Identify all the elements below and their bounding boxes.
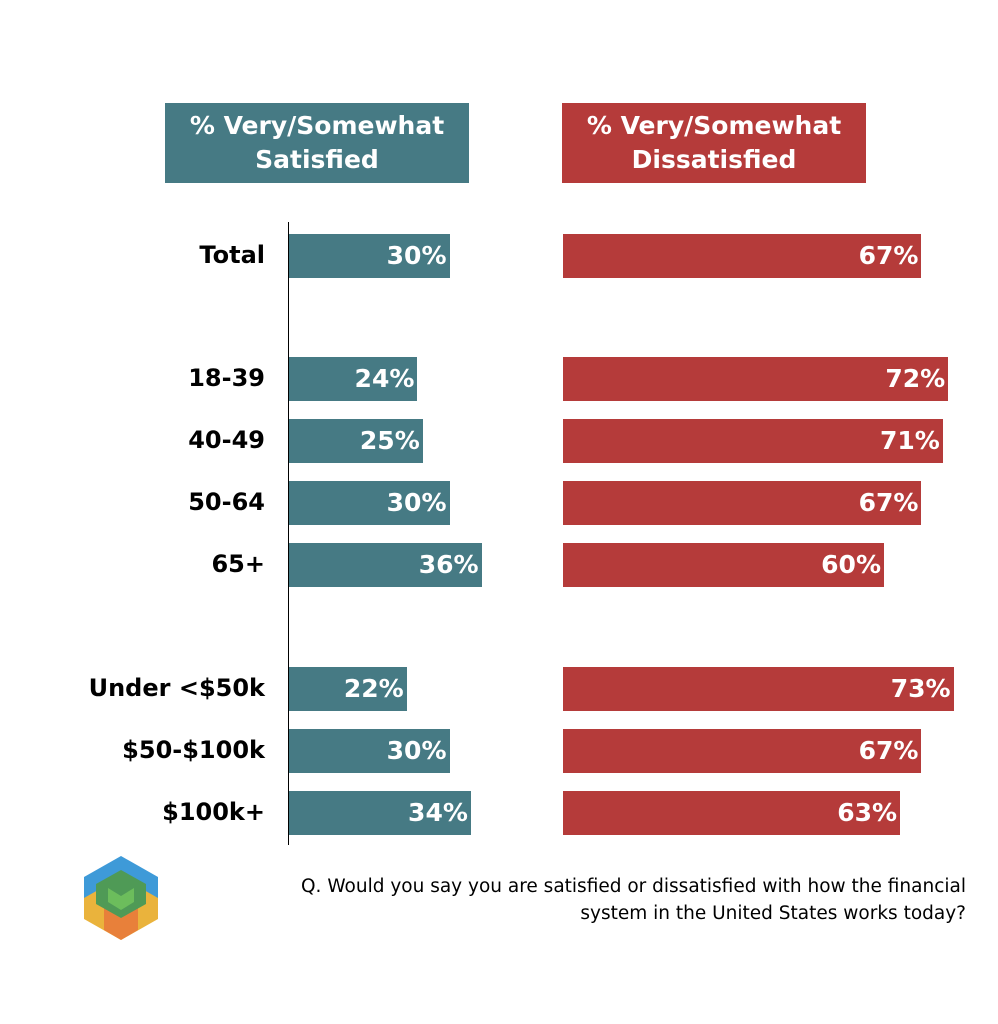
- category-label: $100k+: [162, 798, 265, 826]
- satisfied-bar: 34%: [289, 791, 471, 835]
- data-label: 25%: [359, 426, 420, 455]
- dissatisfied-header-line-2: Dissatisfied: [631, 145, 797, 174]
- category-label: 18-39: [188, 364, 265, 392]
- data-label: 30%: [386, 488, 447, 517]
- category-label: Total: [199, 241, 265, 269]
- data-label: 30%: [386, 241, 447, 270]
- data-label: 34%: [408, 798, 468, 827]
- data-label: 60%: [821, 550, 881, 579]
- category-label: 40-49: [188, 426, 265, 454]
- satisfied-header-line-2: Satisfied: [255, 145, 379, 174]
- category-axis-line: [288, 222, 289, 845]
- category-label: 65+: [211, 550, 265, 578]
- data-label: 71%: [880, 426, 940, 455]
- satisfied-bar: 30%: [289, 481, 450, 525]
- dissatisfied-bar: 63%: [563, 791, 901, 835]
- footnote: Q. Would you say you are satisfied or di…: [301, 873, 966, 927]
- dissatisfied-bar: 60%: [563, 543, 884, 587]
- dissatisfied-bar: 67%: [563, 729, 922, 773]
- satisfied-header-line-1: % Very/Somewhat: [189, 111, 445, 140]
- dissatisfied-bar: 71%: [563, 419, 943, 463]
- satisfied-bar: 22%: [289, 667, 407, 711]
- satisfied-bar: 30%: [289, 234, 450, 278]
- data-label: 36%: [418, 550, 479, 579]
- data-label: 67%: [858, 241, 919, 270]
- data-label: 67%: [858, 736, 919, 765]
- dissatisfied-header-line-1: % Very/Somewhat: [586, 111, 842, 140]
- dissatisfied-bar: 73%: [563, 667, 954, 711]
- data-label: 72%: [885, 364, 946, 393]
- data-label: 22%: [343, 674, 404, 703]
- footnote-line-1: Q. Would you say you are satisfied or di…: [301, 876, 966, 897]
- footnote-line-2: system in the United States works today?: [580, 903, 966, 924]
- satisfied-bar: 24%: [289, 357, 418, 401]
- data-label: 73%: [890, 674, 951, 703]
- satisfied-bar: 36%: [289, 543, 482, 587]
- cube-logo-icon: [84, 856, 158, 940]
- category-label: Under <$50k: [88, 674, 265, 702]
- satisfied-bar: 25%: [289, 419, 423, 463]
- dissatisfied-bar: 67%: [563, 481, 922, 525]
- dissatisfied-bar: 72%: [563, 357, 949, 401]
- satisfied-header: % Very/Somewhat Satisfied: [165, 103, 469, 183]
- dissatisfied-header: % Very/Somewhat Dissatisfied: [562, 103, 866, 183]
- data-label: 30%: [386, 736, 447, 765]
- data-label: 63%: [837, 798, 898, 827]
- satisfied-bar: 30%: [289, 729, 450, 773]
- dissatisfied-bar: 67%: [563, 234, 922, 278]
- data-label: 24%: [354, 364, 415, 393]
- category-label: $50-$100k: [122, 736, 265, 764]
- data-label: 67%: [858, 488, 919, 517]
- category-label: 50-64: [188, 488, 265, 516]
